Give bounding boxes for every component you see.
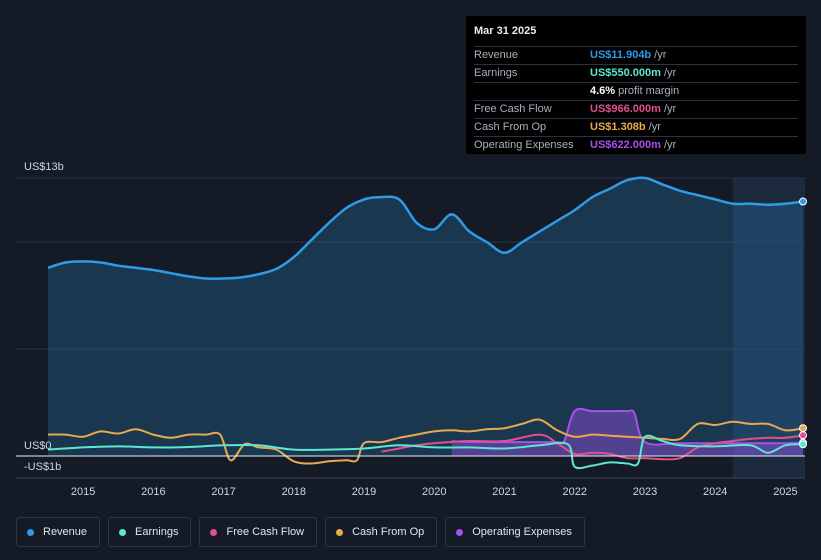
- x-tick-label: 2015: [71, 486, 95, 498]
- tooltip-row-value: US$1.308b: [590, 121, 646, 133]
- x-tick-label: 2024: [703, 486, 727, 498]
- tooltip-row-value: 4.6%: [590, 85, 616, 97]
- y-axis-neg-label: -US$1b: [24, 461, 61, 473]
- legend-label: Earnings: [135, 526, 179, 538]
- tooltip-row-label: Cash From Op: [474, 121, 547, 133]
- legend-dot-icon: [456, 528, 464, 536]
- x-tick-label: 2017: [211, 486, 235, 498]
- y-axis-top-label: US$13b: [24, 161, 64, 173]
- legend-item-operating-expenses[interactable]: Operating Expenses: [445, 517, 585, 547]
- tooltip-row-label: Operating Expenses: [474, 139, 574, 151]
- tooltip-row-value: US$11.904b: [590, 49, 652, 61]
- forecast-highlight: [732, 178, 805, 478]
- legend-dot-icon: [119, 528, 127, 536]
- tooltip-panel: Mar 31 2025 Revenue US$11.904b/yr Earnings…: [466, 16, 806, 154]
- x-tick-label: 2020: [422, 486, 446, 498]
- legend-item-revenue[interactable]: Revenue: [16, 517, 101, 547]
- legend-label: Free Cash Flow: [226, 526, 305, 538]
- tooltip-row-label: Free Cash Flow: [474, 103, 552, 115]
- legend-label: Cash From Op: [352, 526, 425, 538]
- tooltip-row: 4.6% profit margin: [474, 83, 798, 101]
- legend-item-free-cash-flow[interactable]: Free Cash Flow: [199, 517, 318, 547]
- legend-dot-icon: [210, 528, 218, 536]
- revenue-endpoint: [799, 197, 807, 206]
- tooltip-row-unit: /yr: [663, 67, 677, 79]
- tooltip-row-label: Earnings: [474, 67, 518, 79]
- legend: Revenue Earnings Free Cash Flow Cash From O…: [16, 517, 585, 547]
- tooltip-row: Revenue US$11.904b/yr: [474, 47, 798, 65]
- x-tick-label: 2023: [633, 486, 657, 498]
- revenue-line: [47, 176, 804, 280]
- tooltip-row-unit: /yr: [648, 121, 661, 133]
- legend-item-cash-from-op[interactable]: Cash From Op: [325, 517, 438, 547]
- x-tick-label: 2021: [492, 486, 516, 498]
- tooltip-row-unit: /yr: [663, 103, 677, 115]
- x-tick-label: 2019: [352, 486, 376, 498]
- free-cash-flow-endpoint: [799, 431, 807, 440]
- tooltip-row: Operating Expenses US$622.000m/yr: [474, 137, 798, 154]
- cash-from-op-endpoint: [799, 424, 807, 433]
- revenue-area: [48, 177, 803, 457]
- legend-label: Revenue: [43, 526, 88, 538]
- tooltip-row-unit: /yr: [663, 139, 677, 151]
- earnings-endpoint: [799, 440, 807, 449]
- tooltip-row-unit: /yr: [654, 49, 667, 61]
- tooltip-row-value: US$550.000m: [590, 67, 661, 79]
- tooltip-row-value: US$966.000m: [590, 103, 661, 115]
- x-tick-label: 2018: [282, 486, 306, 498]
- y-axis-zero-label: US$0: [24, 440, 52, 452]
- legend-dot-icon: [27, 528, 34, 536]
- operating-expenses-line: [451, 407, 804, 446]
- tooltip-row-label: [474, 83, 590, 100]
- tooltip-row: Cash From Op US$1.308b/yr: [474, 119, 798, 137]
- tooltip-row-unit: profit margin: [618, 85, 680, 97]
- x-tick-label: 2025: [773, 486, 797, 498]
- tooltip-row: Free Cash Flow US$966.000m/yr: [474, 101, 798, 119]
- tooltip-row-value: US$622.000m: [590, 139, 661, 151]
- legend-dot-icon: [336, 528, 344, 536]
- operating-expenses-area: [451, 408, 803, 456]
- x-tick-label: 2016: [141, 486, 165, 498]
- earnings-line: [47, 434, 804, 470]
- tooltip-row: Earnings US$550.000m/yr: [474, 65, 798, 83]
- tooltip-row-label: Revenue: [474, 49, 519, 61]
- legend-item-earnings[interactable]: Earnings: [108, 517, 192, 547]
- x-tick-label: 2022: [563, 486, 587, 498]
- cash-from-op-line: [47, 418, 804, 465]
- legend-label: Operating Expenses: [472, 526, 572, 538]
- tooltip-date: Mar 31 2025: [474, 24, 798, 47]
